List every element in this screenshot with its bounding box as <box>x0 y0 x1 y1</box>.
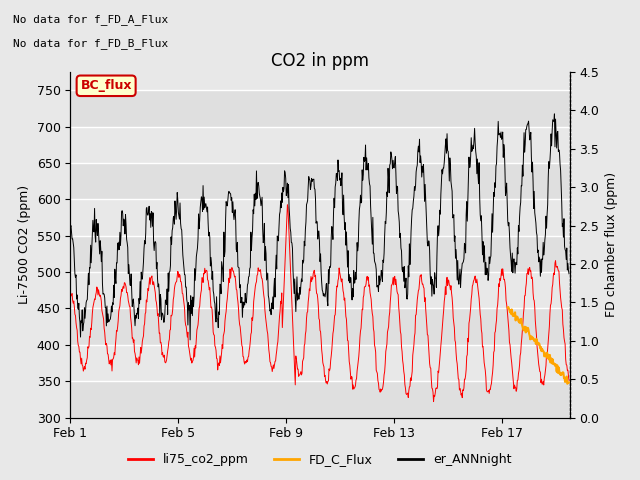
Text: No data for f_FD_A_Flux: No data for f_FD_A_Flux <box>13 14 168 25</box>
Bar <box>70 163 570 199</box>
Legend: li75_co2_ppm, FD_C_Flux, er_ANNnight: li75_co2_ppm, FD_C_Flux, er_ANNnight <box>124 448 516 471</box>
Bar <box>70 381 570 418</box>
Text: No data for f_FD_B_Flux: No data for f_FD_B_Flux <box>13 38 168 49</box>
Title: CO2 in ppm: CO2 in ppm <box>271 52 369 71</box>
Text: BC_flux: BC_flux <box>81 79 132 92</box>
Bar <box>70 236 570 272</box>
Bar <box>70 309 570 345</box>
Y-axis label: FD chamber flux (ppm): FD chamber flux (ppm) <box>605 172 618 317</box>
Bar <box>70 90 570 127</box>
Y-axis label: Li-7500 CO2 (ppm): Li-7500 CO2 (ppm) <box>18 185 31 304</box>
